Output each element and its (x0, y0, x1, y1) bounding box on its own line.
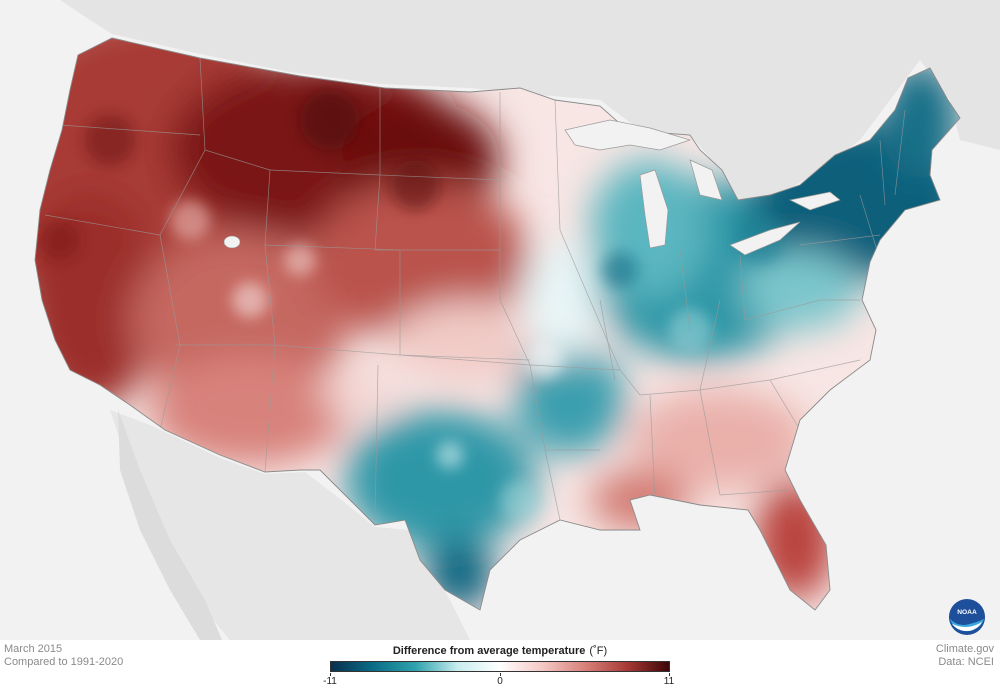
great-lakes (564, 119, 841, 256)
map-footer: March 2015 Compared to 1991-2020 Differe… (0, 640, 1000, 690)
mexico-landmass (110, 410, 470, 640)
noaa-logo: NOAA (948, 598, 986, 636)
legend-label-max: 11 (663, 676, 675, 687)
map-credits: Climate.gov Data: NCEI (936, 643, 994, 669)
legend-label-mid: 0 (497, 676, 503, 687)
baja-peninsula (118, 410, 222, 640)
legend-title: Difference from average temperature (˚F) (330, 645, 670, 657)
credit-data: Data: NCEI (938, 656, 994, 668)
legend-title-text: Difference from average temperature (392, 645, 586, 657)
legend-tick-mid (500, 673, 501, 676)
great-salt-lake (223, 235, 241, 249)
legend-color-bar (330, 661, 670, 672)
legend-unit: (˚F) (589, 645, 608, 657)
canada-landmass (60, 0, 1000, 210)
noaa-logo-text: NOAA (957, 609, 977, 616)
date-label: March 2015 (4, 643, 63, 655)
legend-label-min: -11 (323, 676, 337, 687)
temperature-anomaly-map (0, 0, 1000, 640)
legend-tick-min (330, 673, 331, 676)
credit-site: Climate.gov (935, 643, 994, 655)
baseline-label: Compared to 1991-2020 (4, 656, 124, 668)
state-boundaries (44, 57, 906, 521)
legend-tick-max (669, 673, 670, 676)
map-metadata: March 2015 Compared to 1991-2020 (4, 643, 123, 669)
